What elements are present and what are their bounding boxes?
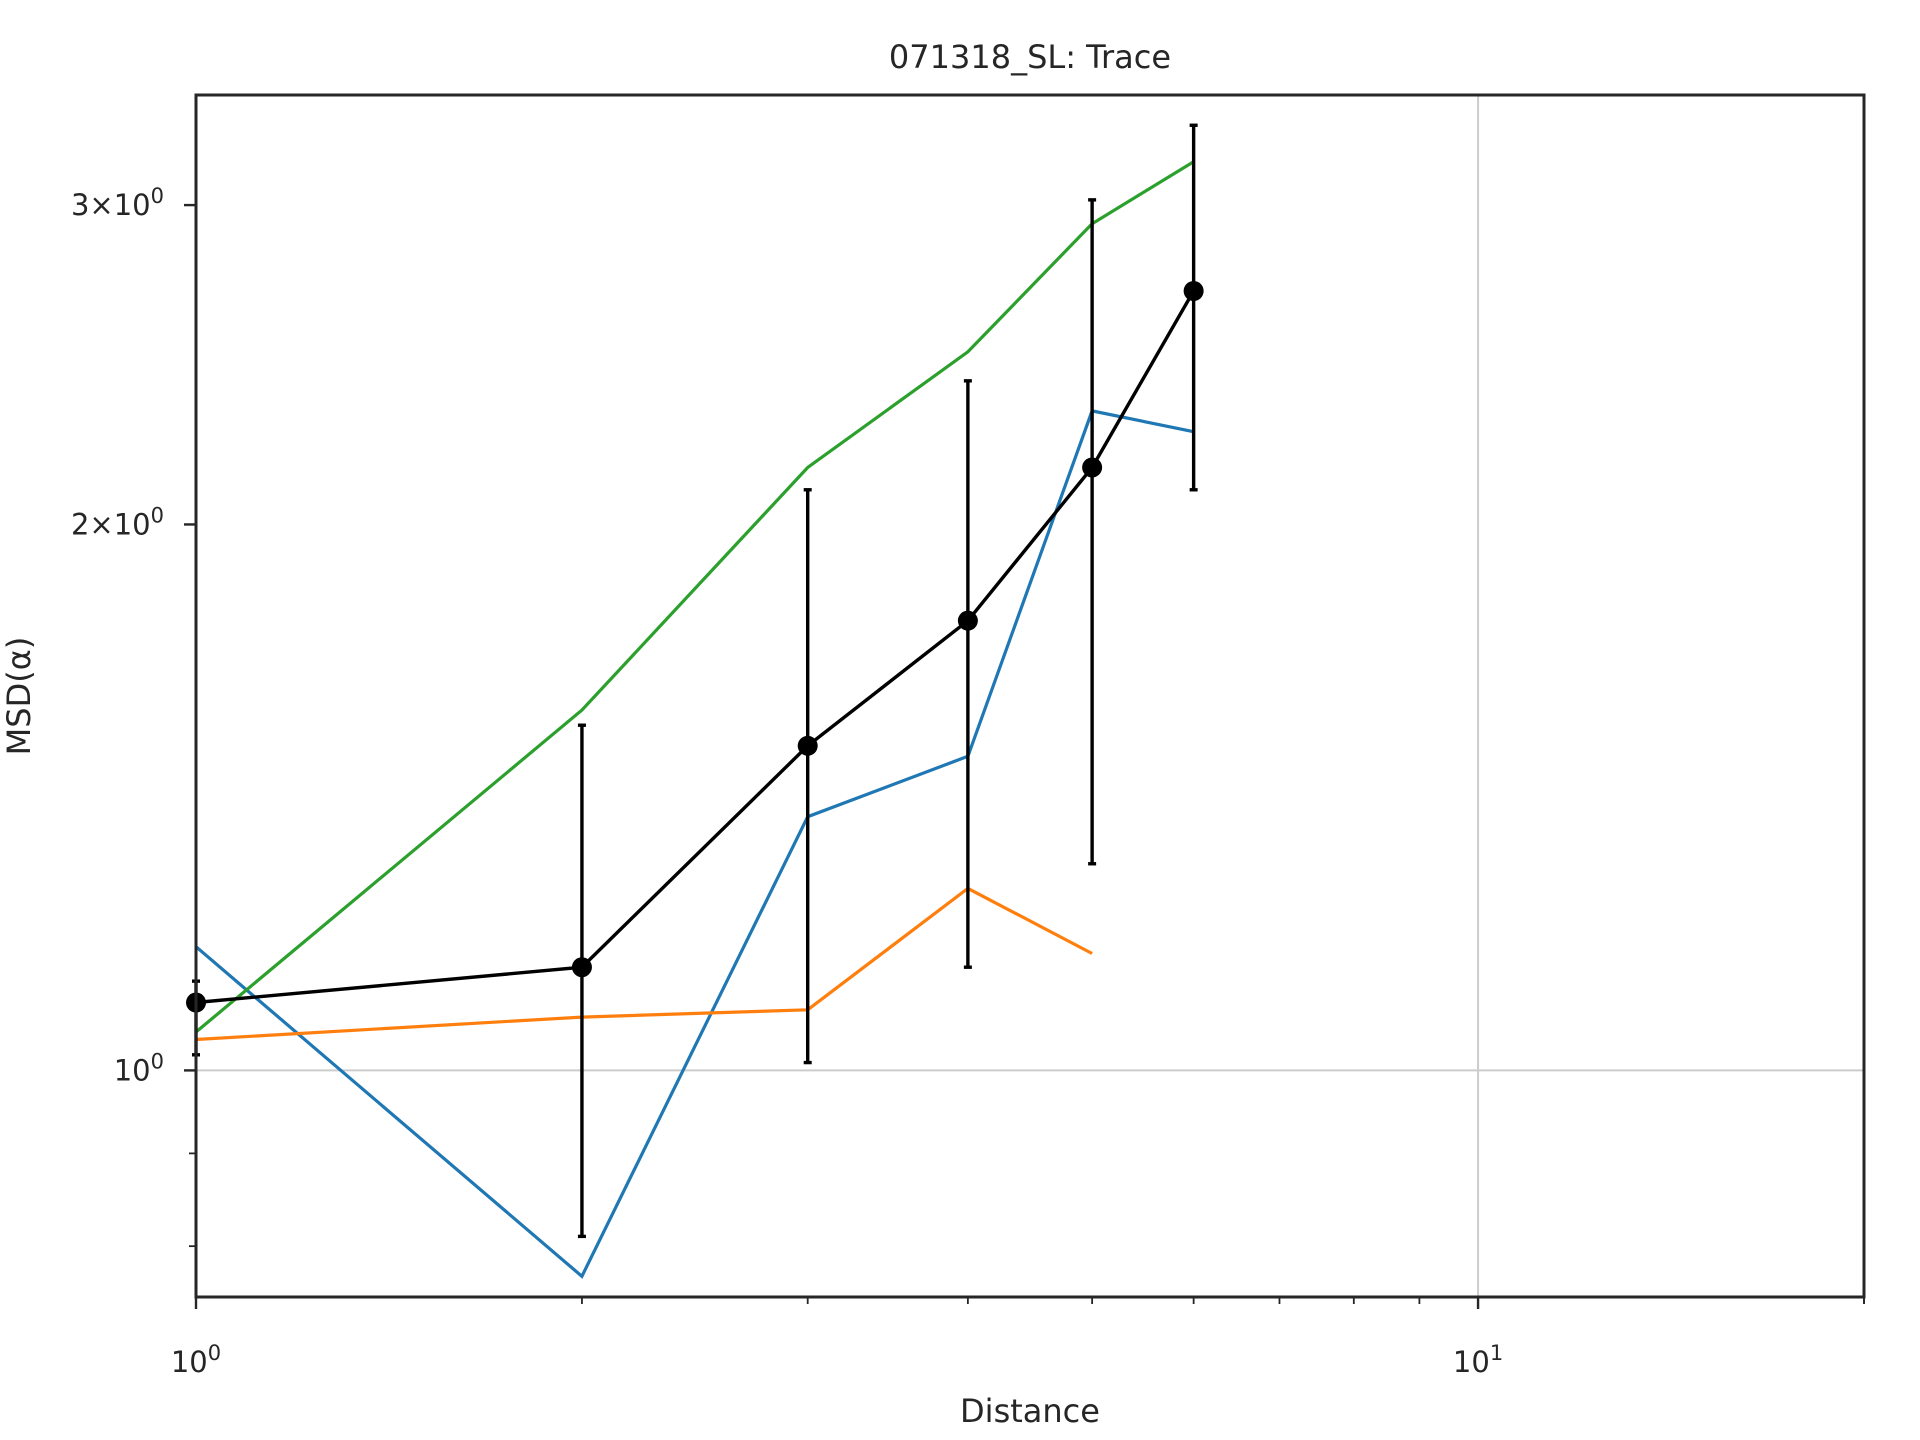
error-bar-2 [803,488,812,1065]
x-axis-label: Distance [960,1392,1100,1430]
error-bar-5 [1189,123,1198,492]
chart-title: 071318_SL: Trace [889,38,1171,76]
error-bar-1 [577,723,586,1239]
y-axis-label: MSD(α) [0,637,38,756]
grid [196,95,1864,1297]
error-bar-3 [963,379,972,969]
axis-ticks: 100 101 100 2×100 3×100 [71,184,1865,1379]
series-line-0 [194,409,1194,1279]
x-tick-label-1: 101 [1453,1341,1503,1379]
error-bar-4 [1088,198,1097,866]
x-tick-label-0: 100 [171,1341,221,1379]
y-tick-label-1: 2×100 [71,503,164,541]
mean-point-1 [571,957,592,978]
series-line-2 [194,160,1195,1034]
plot-frame [194,93,1866,1299]
mean-point-4 [1082,457,1103,478]
y-tick-label-2: 3×100 [71,184,164,222]
mean-point-2 [797,735,818,756]
mean-point-5 [1183,280,1204,301]
y-tick-label-0: 100 [114,1049,164,1087]
mean-line [195,290,1196,1005]
mean-point-3 [957,610,978,631]
